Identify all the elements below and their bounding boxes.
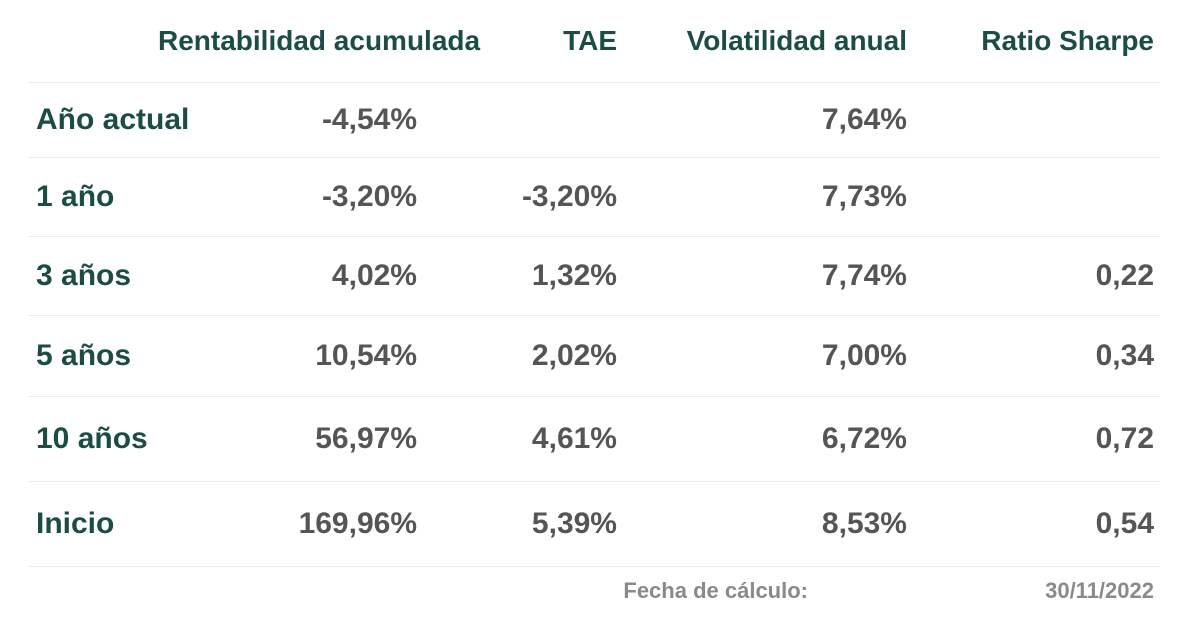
cell-sharpe: 0,54 — [913, 481, 1160, 567]
table-row: 1 año -3,20% -3,20% 7,73% — [28, 157, 1160, 237]
cell-tae: 1,32% — [423, 236, 623, 316]
header-empty — [28, 0, 158, 83]
calculation-date-value: 30/11/2022 — [1045, 578, 1154, 603]
cell-sharpe — [913, 157, 1160, 237]
header-volatilidad-anual: Volatilidad anual — [623, 0, 913, 83]
cell-sharpe: 0,34 — [913, 315, 1160, 397]
cell-volatilidad: 7,73% — [623, 157, 913, 237]
header-ratio-sharpe: Ratio Sharpe — [913, 0, 1160, 83]
table-row: Inicio 169,96% 5,39% 8,53% 0,54 — [28, 481, 1160, 567]
calculation-date-footer: Fecha de cálculo: 30/11/2022 — [28, 570, 1160, 614]
cell-tae — [423, 82, 623, 158]
performance-table: Rentabilidad acumulada TAE Volatilidad a… — [28, 0, 1160, 567]
performance-table-container: Rentabilidad acumulada TAE Volatilidad a… — [28, 0, 1160, 567]
table-row: 3 años 4,02% 1,32% 7,74% 0,22 — [28, 236, 1160, 316]
table-row: 5 años 10,54% 2,02% 7,00% 0,34 — [28, 315, 1160, 397]
cell-sharpe — [913, 82, 1160, 158]
calculation-date-label: Fecha de cálculo: — [623, 578, 808, 603]
cell-volatilidad: 7,74% — [623, 236, 913, 316]
row-label: 10 años — [28, 396, 158, 482]
table-row: Año actual -4,54% 7,64% — [28, 82, 1160, 158]
row-label: Inicio — [28, 481, 158, 567]
cell-volatilidad: 6,72% — [623, 396, 913, 482]
row-label: Año actual — [28, 82, 189, 158]
cell-tae: 5,39% — [423, 481, 623, 567]
cell-sharpe: 0,22 — [913, 236, 1160, 316]
row-label: 3 años — [28, 236, 158, 316]
header-rentabilidad-acumulada: Rentabilidad acumulada — [158, 0, 480, 83]
cell-rentabilidad: 56,97% — [158, 396, 423, 482]
row-label: 5 años — [28, 315, 158, 397]
cell-rentabilidad: 4,02% — [158, 236, 423, 316]
cell-tae: -3,20% — [423, 157, 623, 237]
cell-volatilidad: 8,53% — [623, 481, 913, 567]
cell-sharpe: 0,72 — [913, 396, 1160, 482]
cell-rentabilidad: -3,20% — [158, 157, 423, 237]
table-header-row: Rentabilidad acumulada TAE Volatilidad a… — [28, 0, 1160, 83]
table-row: 10 años 56,97% 4,61% 6,72% 0,72 — [28, 396, 1160, 482]
cell-rentabilidad: -4,54% — [158, 82, 423, 158]
header-tae: TAE — [423, 0, 623, 83]
cell-rentabilidad: 10,54% — [158, 315, 423, 397]
cell-volatilidad: 7,00% — [623, 315, 913, 397]
cell-volatilidad: 7,64% — [623, 82, 913, 158]
cell-rentabilidad: 169,96% — [158, 481, 423, 567]
row-label: 1 año — [28, 157, 158, 237]
cell-tae: 2,02% — [423, 315, 623, 397]
cell-tae: 4,61% — [423, 396, 623, 482]
